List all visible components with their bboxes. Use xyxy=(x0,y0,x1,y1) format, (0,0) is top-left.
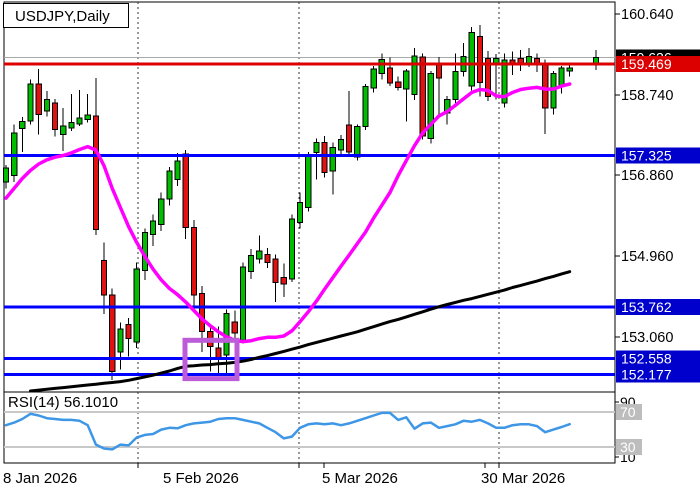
candle xyxy=(566,63,573,77)
candle xyxy=(51,98,59,137)
rsi-level-badge-30: 30 xyxy=(616,439,642,456)
candle xyxy=(35,69,42,135)
candle xyxy=(68,93,75,131)
rsi-level-badge-70: 70 xyxy=(616,404,642,420)
candle xyxy=(117,322,124,370)
price-badge-152.558: 152.558 xyxy=(616,350,700,367)
candle xyxy=(550,71,557,115)
rsi-line xyxy=(4,411,571,451)
candle xyxy=(313,138,320,180)
candle xyxy=(346,91,353,157)
candle xyxy=(329,142,336,195)
candle xyxy=(109,288,116,380)
candle xyxy=(248,249,255,279)
candle xyxy=(395,76,402,91)
rsi-indicator-label: RSI(14) 56.1010 xyxy=(8,394,119,411)
candle xyxy=(476,25,483,97)
svg-text:159.469: 159.469 xyxy=(621,56,672,72)
price-axis: 160.640158.740156.860154.960153.060159.6… xyxy=(615,7,700,383)
price-badge-157.325: 157.325 xyxy=(616,147,700,164)
candle xyxy=(305,152,312,212)
price-axis-label: 154.960 xyxy=(621,249,673,265)
candle xyxy=(43,91,50,117)
candle xyxy=(256,235,263,264)
time-axis: 8 Jan 2026 5 Feb 2026 5 Mar 2026 30 Mar 202… xyxy=(3,470,565,487)
candle xyxy=(84,93,91,123)
candle xyxy=(288,214,296,282)
price-badge-159.469: 159.469 xyxy=(616,56,700,72)
candle xyxy=(370,66,377,93)
candle xyxy=(427,71,434,144)
vertical-gridlines xyxy=(137,2,500,468)
symbol-title: USDJPY,Daily xyxy=(15,8,110,25)
candle xyxy=(133,262,140,348)
candle xyxy=(158,192,165,231)
time-axis-label: 30 Mar 2026 xyxy=(481,470,565,487)
candle xyxy=(19,117,26,153)
rsi-pane[interactable] xyxy=(3,391,616,464)
horizontal-level-lines xyxy=(4,62,615,376)
price-axis-label: 153.060 xyxy=(621,330,673,346)
ma-fast-line xyxy=(4,82,572,344)
svg-text:30: 30 xyxy=(620,439,636,455)
highlight-box[interactable] xyxy=(182,337,240,382)
candle xyxy=(468,26,475,91)
candle xyxy=(76,89,83,127)
candle xyxy=(403,69,410,122)
candle xyxy=(27,79,34,125)
svg-text:153.762: 153.762 xyxy=(621,299,672,315)
time-axis-label: 8 Jan 2026 xyxy=(3,470,77,487)
ma-slow-line xyxy=(29,270,572,393)
candle xyxy=(484,50,492,102)
price-axis-label: 158.740 xyxy=(621,88,673,104)
candle xyxy=(231,310,238,342)
price-badge-152.177: 152.177 xyxy=(616,366,700,383)
candle xyxy=(149,214,157,246)
time-axis-label: 5 Mar 2026 xyxy=(322,470,398,487)
price-axis-label: 160.640 xyxy=(621,7,673,23)
candle xyxy=(264,247,271,268)
candle xyxy=(100,242,108,314)
svg-text:152.177: 152.177 xyxy=(621,366,672,382)
candle xyxy=(297,192,304,229)
price-axis-label: 156.860 xyxy=(621,168,673,184)
symbol-title-box: USDJPY,Daily xyxy=(3,3,129,28)
candle xyxy=(280,263,287,297)
candles xyxy=(2,25,600,380)
svg-text:157.325: 157.325 xyxy=(621,147,672,163)
candle xyxy=(11,124,18,182)
svg-text:70: 70 xyxy=(620,404,636,420)
candle xyxy=(239,262,247,344)
rsi-level-lines xyxy=(4,411,615,449)
candle xyxy=(362,83,369,130)
candle xyxy=(190,220,198,312)
price-badge-153.762: 153.762 xyxy=(616,299,700,316)
candle xyxy=(174,152,181,187)
candle xyxy=(452,53,459,104)
candle xyxy=(411,48,418,101)
candle xyxy=(166,167,173,206)
candle xyxy=(419,53,426,140)
candle xyxy=(501,53,508,108)
candle xyxy=(272,254,279,302)
time-axis-label: 5 Feb 2026 xyxy=(163,470,239,487)
candle xyxy=(337,135,345,157)
candle xyxy=(125,318,132,357)
svg-text:152.558: 152.558 xyxy=(621,350,672,366)
candle xyxy=(378,53,385,80)
candle xyxy=(386,57,394,87)
candle xyxy=(182,149,189,239)
candle xyxy=(2,164,10,189)
candle xyxy=(60,107,67,152)
